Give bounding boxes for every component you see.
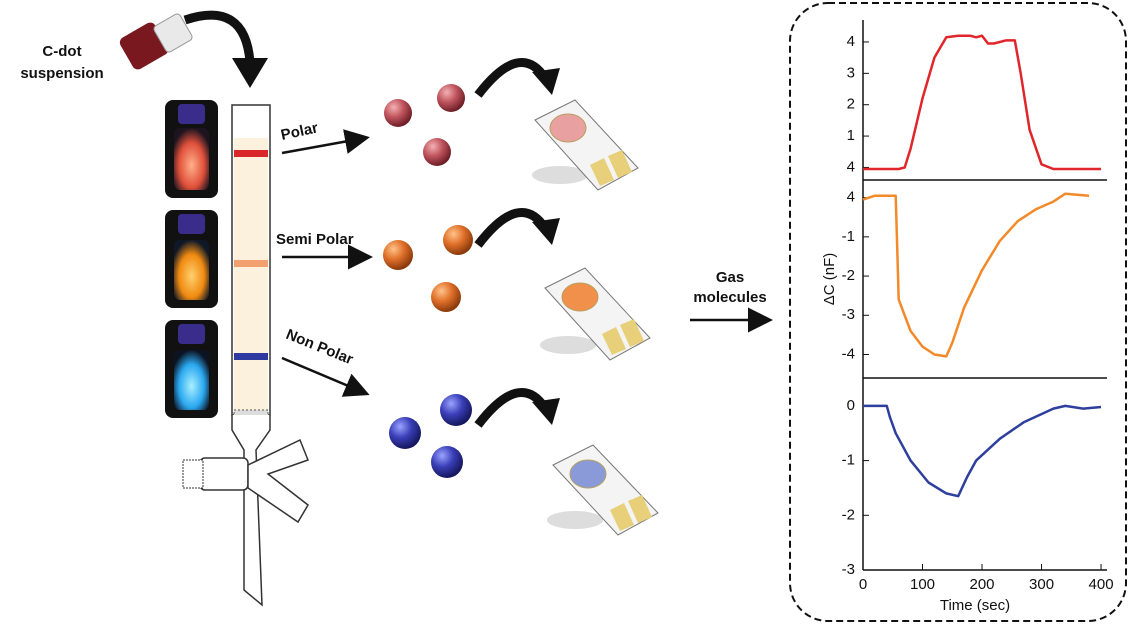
arrow (282, 358, 365, 393)
fluorescent-vials (165, 100, 218, 418)
pour-arrow (185, 15, 250, 62)
x-tick-label: 400 (1089, 576, 1114, 593)
y-tick-label: 1 (847, 127, 855, 144)
y-tick-label: -4 (842, 345, 855, 362)
figure: C-dot suspension Polar Semi Polar Non Po… (0, 0, 1131, 625)
y-tick-label: 0 (847, 397, 855, 414)
x-tick-label: 100 (910, 576, 935, 593)
y-axis-label: ΔC (nF) (821, 253, 838, 306)
x-tick-label: 300 (1029, 576, 1054, 593)
y-tick-label: 2 (847, 96, 855, 113)
y-tick-label: -2 (842, 506, 855, 523)
gas-label: molecules (693, 289, 766, 306)
gas-label: Gas (716, 269, 744, 286)
pouring-vial (118, 13, 194, 72)
y-tick-label: 4 (847, 33, 855, 50)
y-tick-label: -2 (842, 267, 855, 284)
c-dot-label: C-dot (42, 43, 81, 60)
c-dot-label: suspension (20, 65, 103, 82)
curved-arrows (478, 62, 545, 425)
y-tick-label: -1 (842, 228, 855, 245)
polar-label: Polar (279, 119, 319, 143)
y-tick-label: 4 (847, 189, 855, 206)
nanoparticles (383, 84, 473, 478)
pour-arrow-head (232, 58, 268, 88)
x-tick-label: 0 (859, 576, 867, 593)
data-line (863, 406, 1101, 496)
y-tick-label: -3 (842, 561, 855, 578)
y-tick-label: -3 (842, 306, 855, 323)
x-tick-label: 200 (970, 576, 995, 593)
semi-polar-label: Semi Polar (276, 231, 354, 248)
x-axis-label: Time (sec) (940, 597, 1010, 614)
y-tick-label: 3 (847, 64, 855, 81)
sensors (532, 100, 658, 535)
y-tick-label: -1 (842, 452, 855, 469)
y-tick-label: 4 (847, 158, 855, 175)
data-line (863, 194, 1089, 357)
chart-frame (790, 3, 1126, 621)
data-line (863, 36, 1101, 169)
